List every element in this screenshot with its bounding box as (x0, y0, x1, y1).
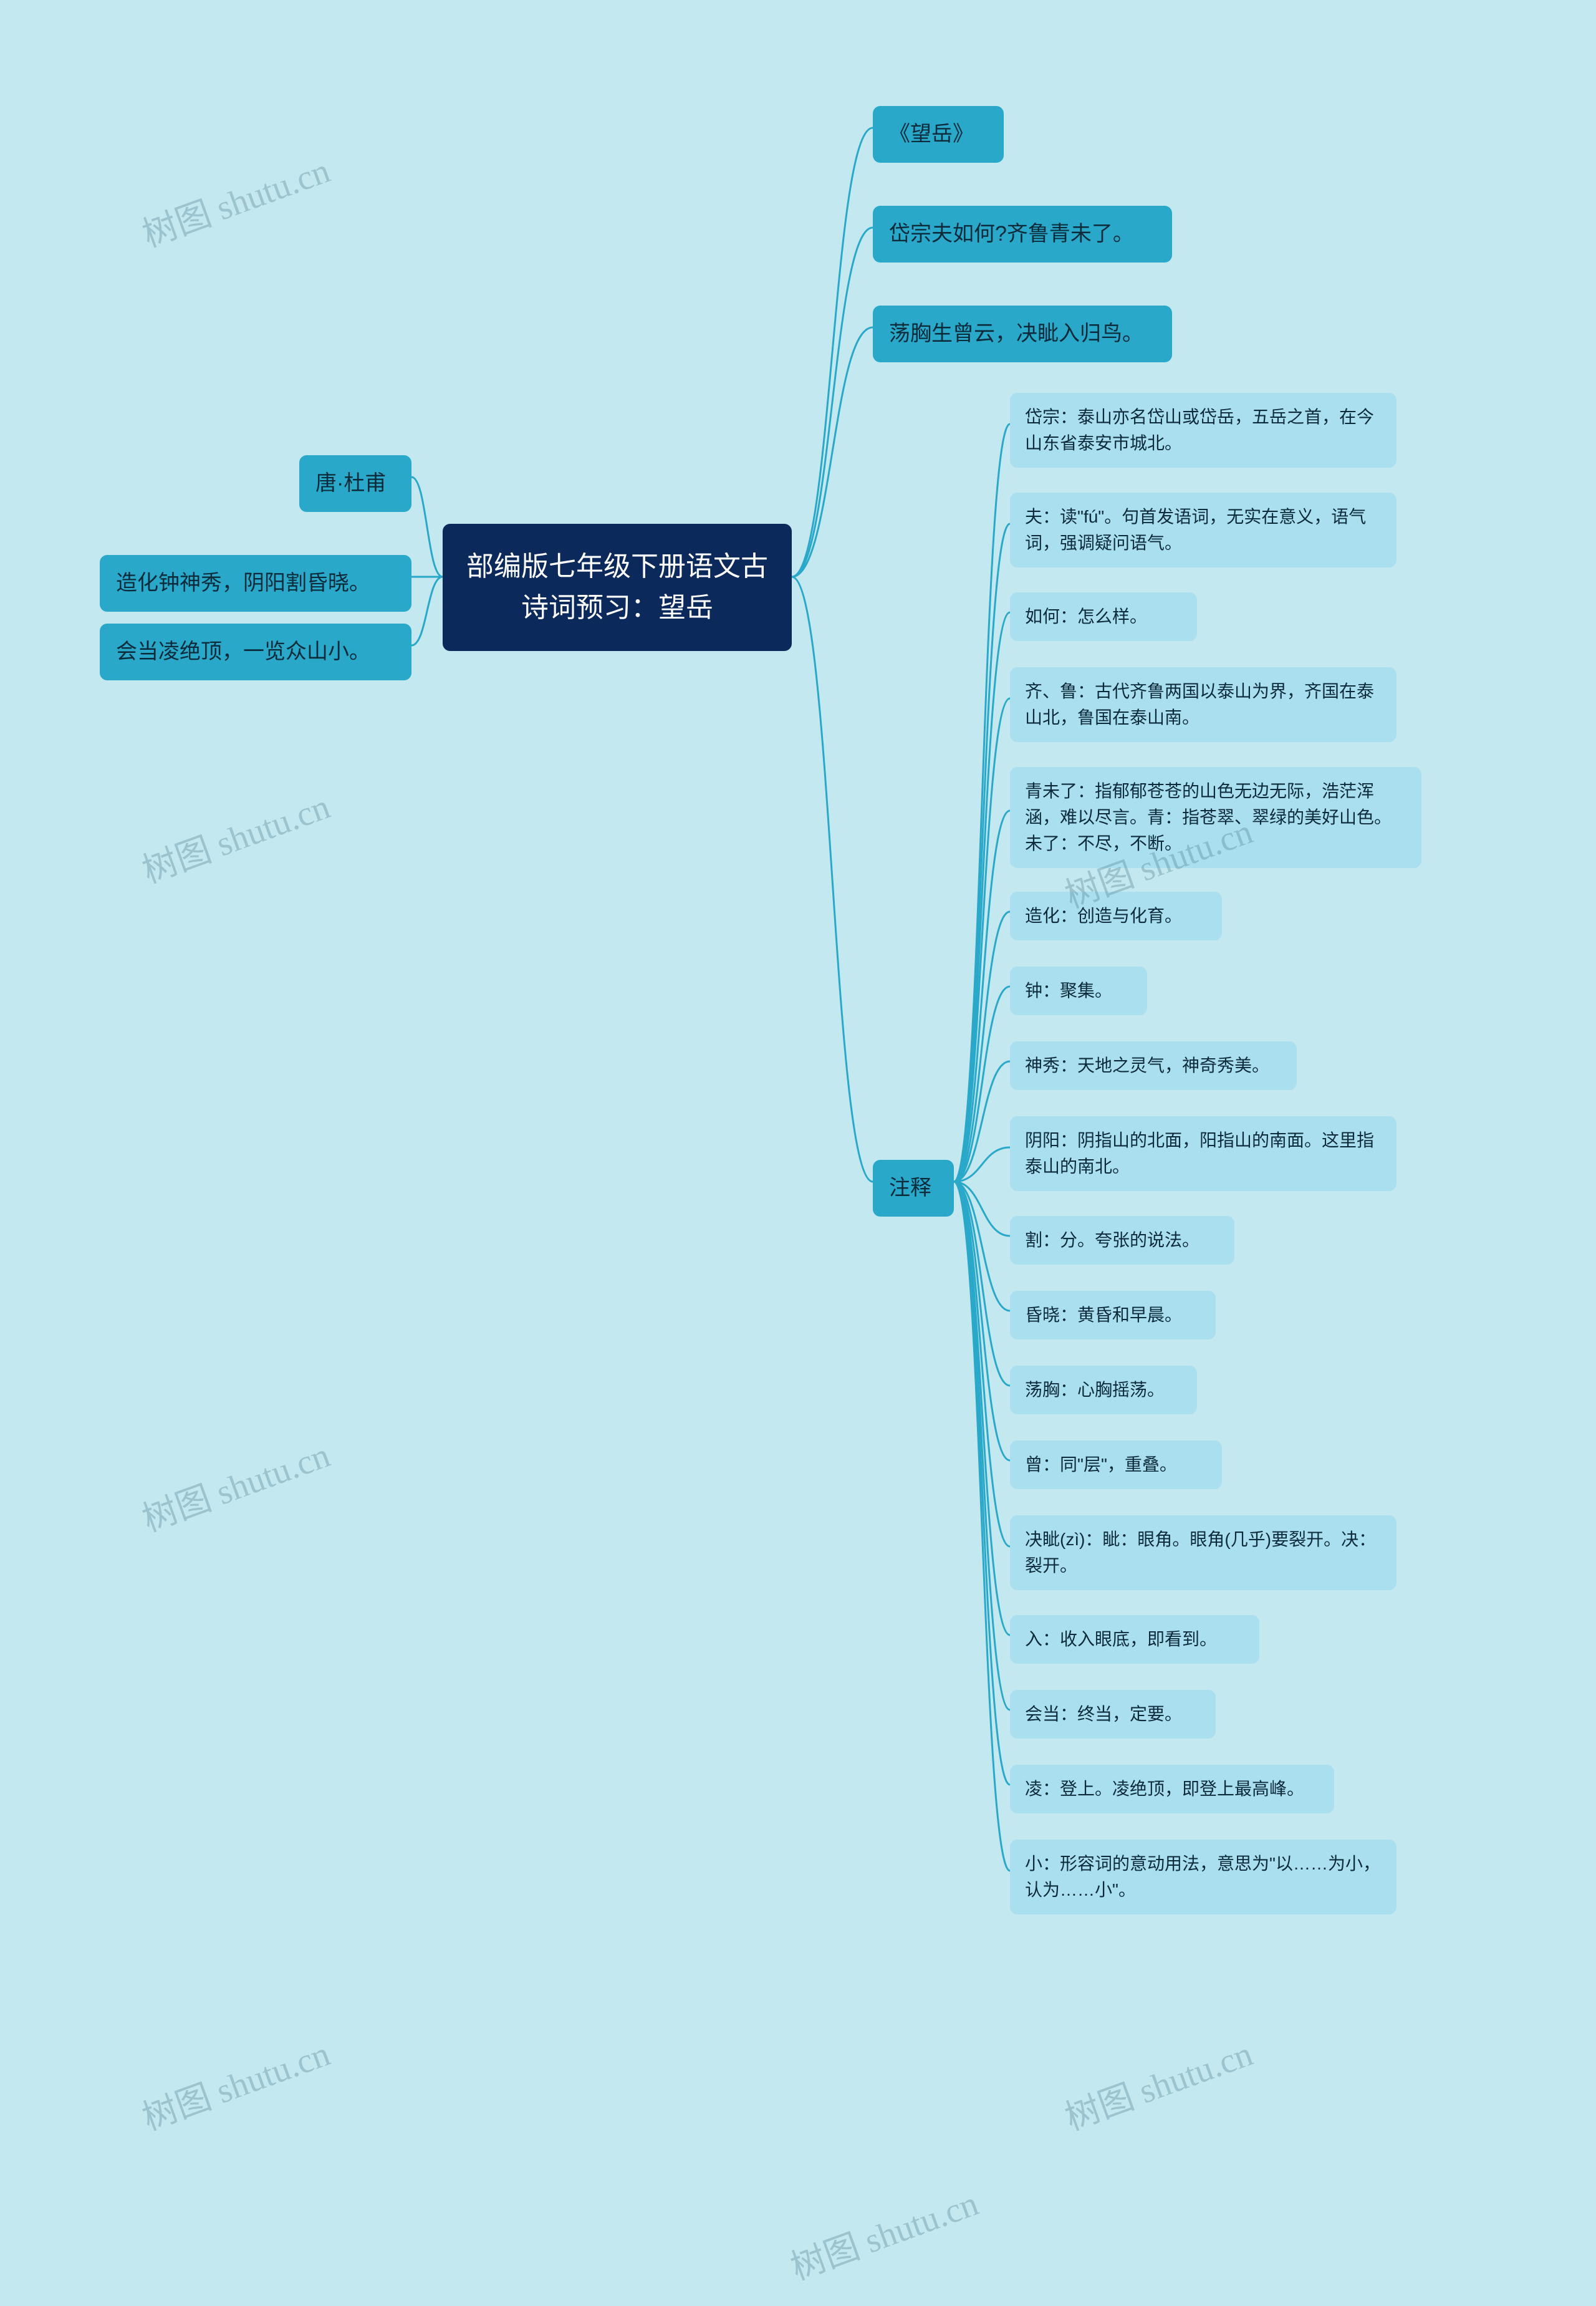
annotation-5: 青未了：指郁郁苍苍的山色无边无际，浩茫浑涵，难以尽言。青：指苍翠、翠绿的美好山色… (1010, 767, 1421, 868)
root-line1: 部编版七年级下册语文古 (466, 551, 768, 582)
right-branch-1: 《望岳》 (873, 106, 1004, 163)
annotation-1: 岱宗：泰山亦名岱山或岱岳，五岳之首，在今山东省泰安市城北。 (1010, 393, 1396, 468)
annotation-10: 割：分。夸张的说法。 (1010, 1216, 1234, 1265)
annotation-4: 齐、鲁：古代齐鲁两国以泰山为界，齐国在泰山北，鲁国在泰山南。 (1010, 667, 1396, 742)
annotation-7: 钟：聚集。 (1010, 967, 1147, 1015)
left-branch-1: 唐·杜甫 (299, 455, 411, 512)
right-branch-3: 荡胸生曾云，决眦入归鸟。 (873, 306, 1172, 362)
watermark-5: 树图 shutu.cn (783, 2176, 984, 2290)
watermark-2: 树图 shutu.cn (135, 779, 336, 894)
watermark-7: 树图 shutu.cn (1057, 2026, 1259, 2141)
annotation-17: 凌：登上。凌绝顶，即登上最高峰。 (1010, 1765, 1334, 1813)
annotation-9: 阴阳：阴指山的北面，阳指山的南面。这里指泰山的南北。 (1010, 1116, 1396, 1191)
root-node: 部编版七年级下册语文古 诗词预习：望岳 (443, 524, 792, 651)
annotation-6: 造化：创造与化育。 (1010, 892, 1222, 940)
annotation-13: 曾：同"层"，重叠。 (1010, 1440, 1222, 1489)
left-branch-2: 造化钟神秀，阴阳割昏晓。 (100, 555, 411, 612)
annotation-11: 昏晓：黄昏和早晨。 (1010, 1291, 1216, 1339)
watermark-1: 树图 shutu.cn (135, 143, 336, 258)
root-line2: 诗词预习：望岳 (521, 592, 713, 623)
annotation-18: 小：形容词的意动用法，意思为"以……为小，认为……小"。 (1010, 1840, 1396, 1914)
annotation-14: 决眦(zì)：眦：眼角。眼角(几乎)要裂开。决：裂开。 (1010, 1515, 1396, 1590)
right-branch-4: 注释 (873, 1160, 954, 1217)
annotation-15: 入：收入眼底，即看到。 (1010, 1615, 1259, 1664)
annotation-2: 夫：读"fú"。句首发语词，无实在意义，语气词，强调疑问语气。 (1010, 493, 1396, 567)
watermark-3: 树图 shutu.cn (135, 1427, 336, 1542)
annotation-3: 如何：怎么样。 (1010, 592, 1197, 641)
annotation-12: 荡胸：心胸摇荡。 (1010, 1366, 1197, 1414)
annotation-8: 神秀：天地之灵气，神奇秀美。 (1010, 1041, 1297, 1090)
watermark-4: 树图 shutu.cn (135, 2026, 336, 2141)
right-branch-2: 岱宗夫如何?齐鲁青未了。 (873, 206, 1172, 263)
left-branch-3: 会当凌绝顶，一览众山小。 (100, 624, 411, 680)
annotation-16: 会当：终当，定要。 (1010, 1690, 1216, 1739)
